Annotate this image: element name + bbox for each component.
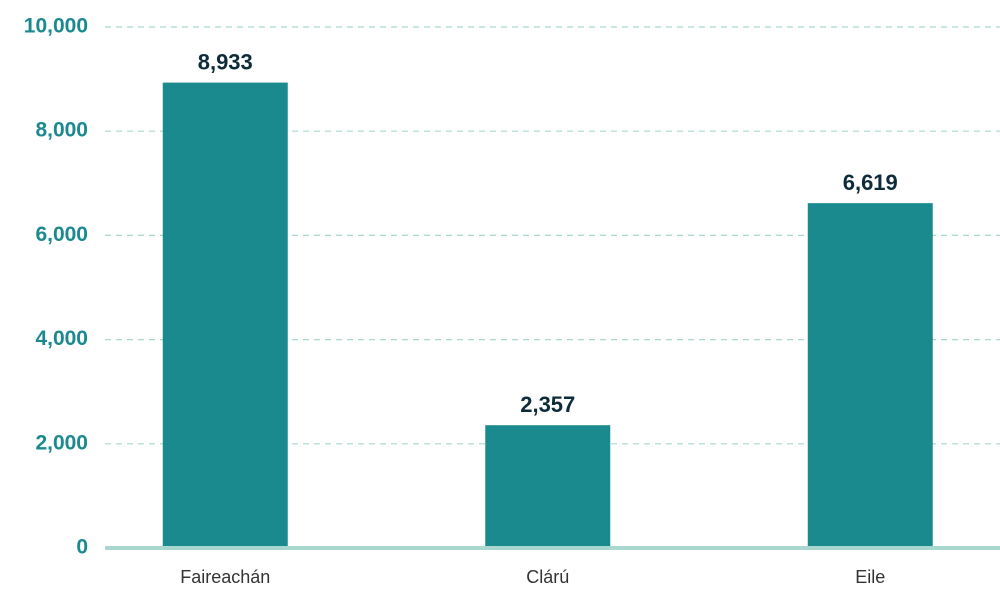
- x-tick-label: Clárú: [526, 567, 569, 587]
- bar: [807, 203, 933, 549]
- value-label: 6,619: [843, 170, 898, 195]
- y-tick-label: 4,000: [35, 327, 88, 350]
- y-tick-label: 0: [76, 536, 88, 559]
- x-tick-label: Faireachán: [180, 567, 270, 587]
- y-tick-label: 8,000: [35, 119, 88, 142]
- y-tick-label: 10,000: [24, 15, 88, 38]
- value-label: 8,933: [198, 49, 253, 74]
- value-label: 2,357: [520, 392, 575, 417]
- y-tick-label: 2,000: [35, 431, 88, 454]
- x-tick-label: Eile: [855, 567, 885, 587]
- bar: [485, 425, 611, 548]
- y-tick-label: 6,000: [35, 223, 88, 246]
- bar: [162, 82, 288, 548]
